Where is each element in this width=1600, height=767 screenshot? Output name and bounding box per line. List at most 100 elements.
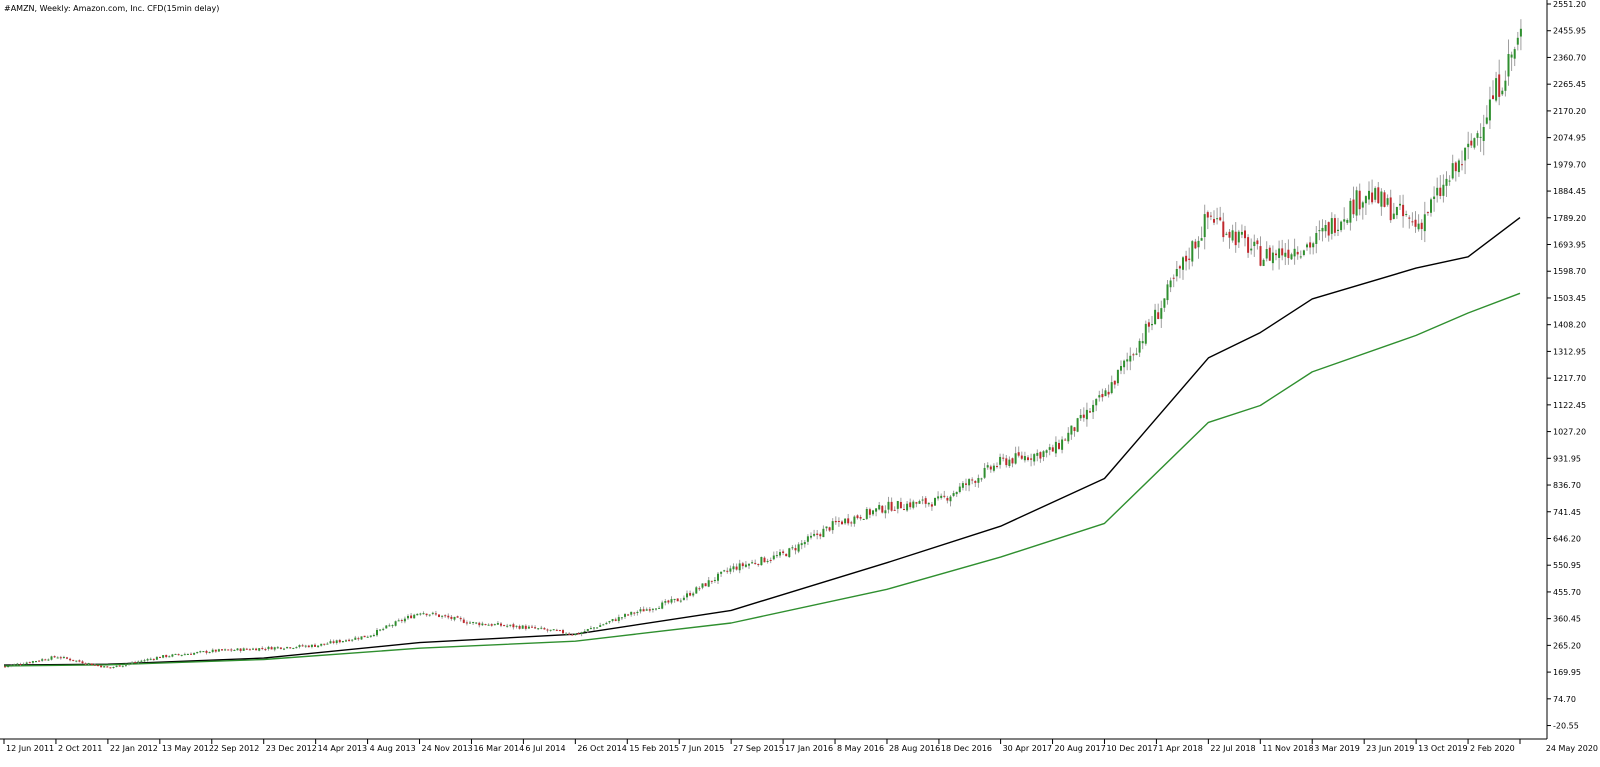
candle-bull xyxy=(1054,441,1057,454)
candle-bull xyxy=(1495,78,1498,101)
candle-bull xyxy=(1014,453,1017,464)
candle-bear xyxy=(930,504,933,507)
candle-bull xyxy=(630,611,633,615)
candle-bear xyxy=(881,505,884,513)
candle-bull xyxy=(1451,163,1454,179)
candle-bull xyxy=(717,573,719,581)
candle-bear xyxy=(531,626,533,628)
candle-bear xyxy=(221,649,223,651)
candle-bull xyxy=(258,648,261,651)
candle-bull xyxy=(87,663,90,665)
candle-bear xyxy=(741,563,744,567)
candle-bear xyxy=(828,527,831,531)
candle-bull xyxy=(949,496,952,502)
candle-bull xyxy=(62,656,65,658)
candle-bear xyxy=(763,557,766,563)
candle-bear xyxy=(1051,447,1054,452)
candle-bear xyxy=(66,657,68,659)
candle-bear xyxy=(667,600,670,603)
candle-bear xyxy=(1333,218,1336,233)
candle-bull xyxy=(1507,54,1510,77)
candle-bear xyxy=(1039,452,1042,459)
moving-average-line-1 xyxy=(3,217,1521,666)
candle-bull xyxy=(267,646,270,650)
candle-bull xyxy=(1510,54,1513,58)
candle-bull xyxy=(1033,454,1036,462)
candle-bear xyxy=(100,665,103,668)
candle-bear xyxy=(1147,322,1150,327)
candle-bear xyxy=(438,614,440,617)
candle-bear xyxy=(546,629,549,631)
candle-bull xyxy=(1330,218,1333,234)
candle-bull xyxy=(1299,256,1302,258)
candle-bull xyxy=(875,508,878,512)
candle-bull xyxy=(385,625,388,629)
candle-bear xyxy=(1259,246,1262,266)
candle-bull xyxy=(171,654,174,657)
candle-bear xyxy=(1017,452,1020,456)
candle-bear xyxy=(704,583,707,587)
y-tick-label: 1789.20 xyxy=(1553,214,1586,223)
candle-bull xyxy=(980,478,983,480)
candle-bear xyxy=(72,659,75,661)
candle-bear xyxy=(227,649,230,651)
candle-bear xyxy=(109,667,112,669)
x-tick-label: 1 Apr 2018 xyxy=(1158,744,1202,753)
candle-bear xyxy=(19,664,22,666)
candle-bull xyxy=(713,579,716,582)
candle-bull xyxy=(1290,254,1293,260)
candle-bear xyxy=(1005,458,1008,466)
candle-bull xyxy=(1284,252,1287,257)
candle-bull xyxy=(1395,206,1398,216)
candle-bear xyxy=(785,553,788,557)
candle-bull xyxy=(1293,248,1296,257)
y-tick-label: 1408.20 xyxy=(1553,321,1586,330)
candle-bear xyxy=(462,619,465,623)
candle-bull xyxy=(1253,241,1256,247)
candle-bear xyxy=(1275,253,1277,256)
candle-bull xyxy=(1448,180,1451,182)
candle-bull xyxy=(887,501,890,510)
candle-bull xyxy=(580,632,583,634)
candle-bull xyxy=(788,548,791,558)
candle-bear xyxy=(782,551,785,554)
candle-bull xyxy=(50,656,53,660)
candle-bull xyxy=(372,634,375,636)
x-tick-label: 24 Nov 2013 xyxy=(422,744,473,753)
candle-bear xyxy=(1256,240,1259,245)
candle-bull xyxy=(958,486,961,492)
candle-bear xyxy=(1027,457,1029,460)
candle-bull xyxy=(453,616,456,620)
candle-bear xyxy=(1113,380,1116,385)
candle-bull xyxy=(1203,214,1206,238)
candle-bull xyxy=(1417,223,1420,230)
candle-bear xyxy=(946,497,949,501)
candle-bull xyxy=(1045,450,1048,453)
candle-bull xyxy=(1250,248,1253,251)
candle-bull xyxy=(1457,160,1460,173)
candle-bear xyxy=(1228,231,1231,238)
candle-bull xyxy=(140,660,143,662)
candle-bull xyxy=(128,663,130,665)
candle-bull xyxy=(1240,231,1243,235)
candle-bull xyxy=(521,625,524,629)
candle-bull xyxy=(921,499,924,501)
candle-bull xyxy=(1092,404,1095,413)
candle-bull xyxy=(934,497,936,506)
candle-bull xyxy=(682,597,685,600)
candle-bull xyxy=(283,648,285,650)
x-tick-label: 26 Oct 2014 xyxy=(577,744,626,753)
candle-bull xyxy=(1485,117,1488,124)
candle-bull xyxy=(1423,214,1426,232)
candle-bull xyxy=(605,622,608,625)
candle-bear xyxy=(512,624,515,628)
candle-bull xyxy=(1265,249,1268,259)
chart-title: #AMZN, Weekly: Amazon.com, Inc. CFD(15mi… xyxy=(4,4,219,13)
candle-bull xyxy=(180,654,183,656)
candle-bull xyxy=(506,625,509,627)
candle-bear xyxy=(4,666,6,668)
candle-bear xyxy=(989,466,992,470)
candle-bull xyxy=(10,665,13,667)
